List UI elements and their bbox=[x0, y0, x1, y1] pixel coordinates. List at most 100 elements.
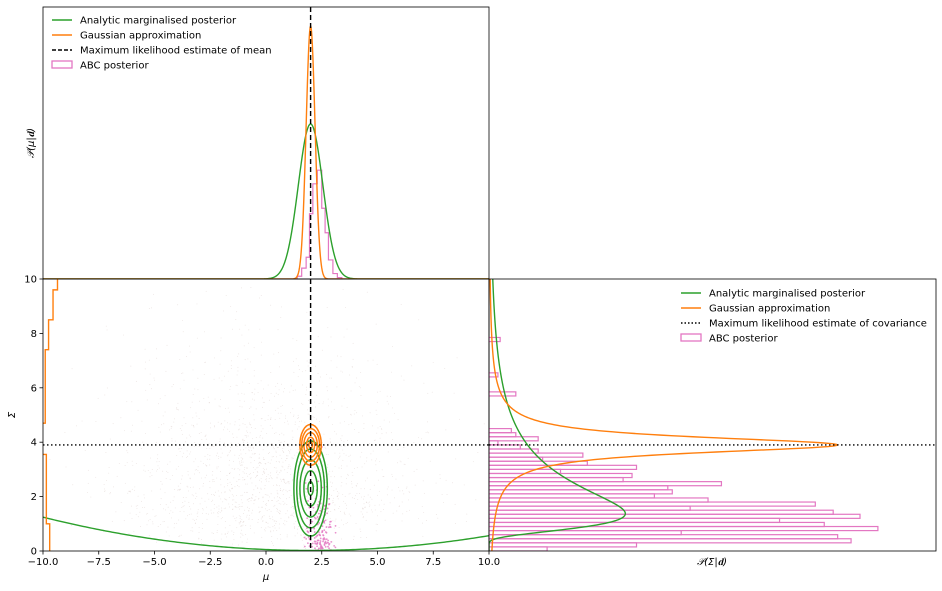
prior-sample-point bbox=[319, 421, 320, 422]
prior-sample-point bbox=[239, 405, 241, 407]
prior-sample-point bbox=[342, 449, 344, 451]
prior-sample-point bbox=[178, 448, 179, 450]
prior-sample-point bbox=[329, 441, 331, 443]
prior-sample-point bbox=[366, 291, 368, 293]
prior-sample-point bbox=[277, 446, 279, 448]
prior-sample-point bbox=[403, 463, 405, 465]
prior-sample-point bbox=[444, 368, 446, 369]
prior-sample-point bbox=[191, 424, 193, 426]
prior-sample-point bbox=[271, 427, 273, 429]
prior-sample-point bbox=[204, 331, 206, 333]
prior-sample-point bbox=[207, 493, 209, 495]
prior-sample-point bbox=[295, 358, 297, 360]
prior-sample-point bbox=[142, 506, 143, 508]
prior-sample-point bbox=[340, 511, 341, 513]
accepted-sample-point bbox=[316, 534, 319, 537]
prior-sample-point bbox=[241, 494, 243, 496]
prior-sample-point bbox=[374, 439, 376, 441]
prior-sample-point bbox=[270, 531, 272, 533]
prior-sample-point bbox=[241, 464, 243, 466]
prior-sample-point bbox=[301, 371, 303, 373]
prior-sample-point bbox=[236, 527, 238, 529]
prior-sample-point bbox=[224, 491, 226, 493]
prior-sample-point bbox=[173, 421, 175, 423]
prior-sample-point bbox=[182, 319, 184, 321]
prior-sample-point bbox=[309, 501, 311, 503]
main-xlabel: μ bbox=[262, 572, 269, 583]
prior-sample-point bbox=[285, 489, 287, 491]
prior-sample-point bbox=[213, 493, 215, 495]
prior-sample-point bbox=[381, 429, 383, 430]
prior-sample-point bbox=[318, 466, 320, 468]
prior-sample-point bbox=[143, 465, 145, 467]
prior-sample-point bbox=[275, 450, 277, 452]
prior-sample-point bbox=[292, 507, 294, 509]
prior-sample-point bbox=[145, 389, 147, 391]
prior-sample-point bbox=[218, 455, 220, 457]
prior-sample-point bbox=[192, 425, 194, 427]
prior-sample-point bbox=[363, 503, 365, 505]
accepted-sample-point bbox=[328, 523, 331, 526]
prior-sample-point bbox=[204, 500, 206, 502]
prior-sample-point bbox=[238, 479, 239, 481]
prior-sample-point bbox=[271, 500, 273, 502]
prior-sample-point bbox=[273, 448, 275, 450]
prior-sample-point bbox=[246, 430, 248, 432]
prior-sample-point bbox=[364, 480, 366, 482]
prior-sample-point bbox=[284, 524, 286, 526]
prior-sample-point bbox=[257, 521, 259, 523]
prior-sample-point bbox=[274, 418, 276, 420]
prior-sample-point bbox=[165, 478, 167, 480]
prior-sample-point bbox=[38, 418, 39, 419]
accepted-sample-point bbox=[313, 537, 316, 539]
prior-sample-point bbox=[270, 493, 272, 495]
prior-sample-point bbox=[240, 506, 242, 508]
prior-sample-point bbox=[429, 460, 431, 462]
prior-sample-point bbox=[265, 504, 266, 506]
prior-sample-point bbox=[182, 506, 184, 507]
prior-sample-point bbox=[298, 472, 300, 474]
prior-sample-point bbox=[330, 476, 332, 478]
prior-sample-point bbox=[427, 392, 429, 394]
prior-sample-point bbox=[406, 510, 408, 512]
prior-sample-point bbox=[274, 409, 276, 411]
prior-sample-point bbox=[348, 424, 350, 426]
prior-sample-point bbox=[27, 474, 28, 475]
prior-sample-point bbox=[280, 317, 282, 318]
prior-sample-point bbox=[264, 488, 266, 490]
prior-sample-point bbox=[339, 455, 341, 457]
prior-sample-point bbox=[140, 526, 141, 528]
prior-sample-point bbox=[159, 398, 161, 400]
prior-sample-point bbox=[255, 452, 256, 454]
prior-sample-point bbox=[253, 460, 255, 461]
prior-sample-point bbox=[104, 491, 106, 492]
prior-sample-point bbox=[270, 510, 272, 512]
prior-sample-point bbox=[179, 448, 181, 450]
prior-sample-point bbox=[176, 522, 178, 524]
prior-sample-point bbox=[224, 498, 226, 500]
prior-sample-point bbox=[334, 520, 336, 522]
prior-sample-point bbox=[239, 474, 240, 476]
prior-sample-point bbox=[439, 477, 441, 479]
prior-sample-point bbox=[278, 352, 279, 354]
prior-sample-point bbox=[204, 435, 206, 437]
prior-sample-point bbox=[362, 508, 364, 509]
prior-sample-point bbox=[259, 492, 261, 494]
prior-sample-point bbox=[277, 412, 279, 414]
prior-sample-point bbox=[65, 466, 67, 468]
prior-sample-point bbox=[306, 494, 308, 496]
accepted-sample-point bbox=[324, 540, 327, 543]
prior-sample-point bbox=[183, 505, 185, 507]
prior-sample-point bbox=[137, 504, 139, 506]
prior-sample-point bbox=[162, 521, 164, 523]
prior-sample-point bbox=[143, 494, 145, 496]
prior-sample-point bbox=[386, 494, 388, 496]
prior-sample-point bbox=[364, 488, 365, 490]
prior-sample-point bbox=[360, 531, 362, 532]
prior-sample-point bbox=[268, 515, 270, 517]
prior-sample-point bbox=[278, 511, 280, 513]
prior-sample-point bbox=[282, 447, 284, 449]
prior-sample-point bbox=[202, 463, 204, 464]
prior-sample-point bbox=[313, 466, 315, 468]
